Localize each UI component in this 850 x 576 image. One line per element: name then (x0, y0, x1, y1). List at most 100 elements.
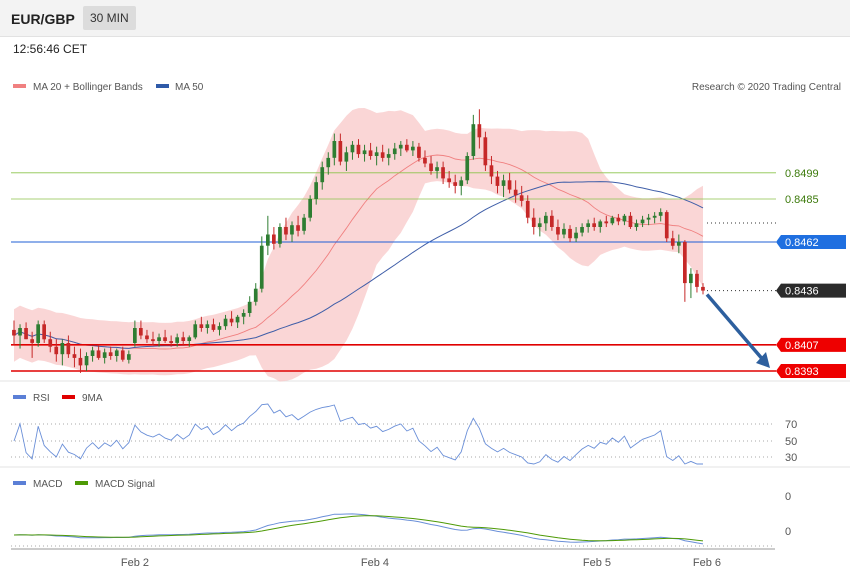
candle (525, 195, 530, 224)
candle (217, 322, 222, 336)
candle (187, 335, 192, 347)
candle (586, 219, 590, 233)
candle-body (181, 337, 186, 341)
candle (332, 133, 337, 166)
candle-body (284, 227, 288, 235)
candle (169, 335, 173, 347)
candle-body (60, 343, 65, 355)
x-tick-label: Feb 2 (121, 557, 149, 569)
candle-body (253, 288, 258, 302)
candle-body (544, 215, 548, 224)
candle-body (610, 217, 615, 224)
candle (670, 230, 675, 250)
rsi-ma-legend-label: 9MA (82, 393, 103, 404)
candle (495, 170, 500, 194)
candle-body (562, 228, 566, 235)
candle (253, 283, 258, 306)
candle-body (30, 339, 34, 343)
candle-body (423, 157, 427, 164)
ma50-legend-label: MA 50 (175, 82, 204, 93)
candle-body (550, 215, 554, 227)
candle (556, 219, 560, 241)
last-level-tag (776, 283, 846, 298)
candle-body (429, 163, 433, 171)
candle (683, 240, 687, 302)
support-level-label: 0.8393 (785, 366, 819, 378)
candle-body (556, 227, 560, 235)
candle (423, 150, 427, 168)
candle-body (356, 144, 361, 155)
candle-body (489, 165, 494, 177)
candle-body (380, 152, 385, 158)
current-time: 12:56:46 CET (13, 42, 88, 56)
candle (235, 314, 240, 329)
candle (531, 208, 536, 235)
ma20-legend-swatch (13, 84, 26, 88)
candle (658, 208, 663, 222)
candle (411, 141, 415, 156)
support-level-tag (776, 364, 846, 379)
candle (574, 227, 578, 242)
candle-body (199, 324, 204, 328)
candle (489, 155, 494, 185)
candle (290, 221, 294, 242)
candle (278, 223, 282, 248)
candle (229, 311, 234, 327)
candle (368, 142, 373, 160)
candle (338, 133, 343, 166)
candle (483, 131, 488, 171)
candle-body (96, 350, 101, 358)
candlestick-series (12, 109, 770, 373)
candle (634, 219, 639, 231)
candle (157, 333, 161, 347)
candle-body (223, 318, 228, 327)
candle (465, 152, 470, 185)
candle-body (12, 329, 16, 336)
candle-body (435, 167, 439, 171)
forecast-arrow-head (756, 352, 770, 369)
candle (314, 176, 318, 205)
candle-body (308, 199, 312, 218)
candle-body (127, 354, 131, 360)
candle (127, 350, 131, 364)
bollinger-band-fill (14, 108, 703, 382)
candle (84, 352, 89, 372)
candle-body (78, 357, 83, 366)
candle (108, 346, 113, 360)
candle (501, 174, 506, 198)
pivot-level-label: 0.8462 (785, 237, 819, 249)
candle (296, 215, 300, 237)
forecast-arrow-shaft (705, 293, 766, 363)
candle (266, 215, 270, 256)
rsi-ma-legend-swatch (62, 395, 75, 399)
candle-body (634, 223, 639, 227)
rsi-legend-swatch (13, 395, 26, 399)
candle-body (513, 189, 518, 196)
candle-body (272, 234, 276, 244)
macd-legend: MACD MACD Signal (13, 479, 155, 490)
candle-body (477, 124, 482, 138)
candle (447, 170, 451, 188)
timeframe-selector[interactable]: 30 MIN (83, 6, 136, 30)
candle-body (701, 286, 705, 291)
indicator-series (13, 403, 704, 545)
candle (550, 210, 554, 231)
candle (453, 174, 457, 194)
candle (60, 339, 65, 366)
macd-line (13, 513, 704, 545)
candle-body (54, 346, 59, 355)
candle (380, 144, 385, 162)
candle-body (483, 137, 488, 166)
rsi-legend: RSI 9MA (13, 393, 103, 404)
candle-body (525, 200, 530, 218)
candle (247, 296, 252, 317)
candle-body (574, 232, 578, 239)
candle-body (193, 324, 198, 338)
chart-header: EUR/GBP 30 MIN (0, 0, 850, 37)
candle-body (628, 215, 633, 227)
candle-body (24, 328, 28, 340)
support-level-label: 0.8407 (785, 340, 819, 352)
candle-body (598, 221, 603, 227)
candle (477, 109, 482, 149)
